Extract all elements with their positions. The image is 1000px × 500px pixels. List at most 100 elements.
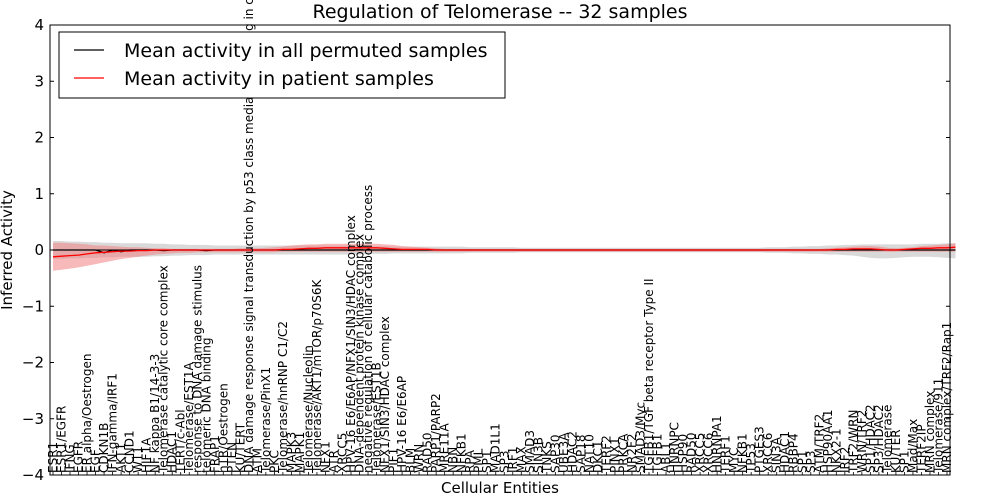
x-tick-label: SP3 (804, 451, 818, 474)
x-tick-label: SP1 (897, 451, 911, 474)
x-tick-label: RBBP4 (787, 433, 801, 473)
x-tick-label: HNRNPC (668, 422, 682, 473)
x-tick-label: HDAC1 (165, 431, 179, 473)
y-tick-label: 4 (34, 16, 44, 34)
x-tick-label: NKX2-1 (829, 428, 843, 473)
x-tick-label: Telomerase/AKT1/mTOR/p70S6K (310, 278, 324, 474)
y-tick-label: −3 (22, 410, 44, 428)
x-tick-label: XRCC5 (336, 433, 350, 473)
x-tick-label: PRKCA (617, 433, 631, 473)
x-tick-label: SP1 (480, 451, 494, 474)
x-tick-label: ER alpha/Oestrogen (80, 354, 94, 473)
x-tick-label: MRN complex/TRF2/Rap1 (940, 322, 954, 473)
x-tick-label: HNRNPA1 (710, 415, 724, 473)
x-tick-label: NFKB1 (736, 433, 750, 473)
x-tick-label: MAD1L1 (489, 423, 503, 473)
x-tick-label: PARP1/PARP2 (429, 393, 443, 473)
x-tick-label: HSP90 (676, 434, 690, 473)
x-tick-label: PTEN (225, 442, 239, 473)
x-tick-label: BLM (404, 448, 418, 473)
x-tick-label: DNA-dependent protein kinase complex (353, 234, 367, 473)
x-tick-label: IRF1 (506, 447, 520, 473)
y-tick-label: 3 (34, 72, 44, 90)
x-tick-label: XRCC6 (702, 433, 716, 473)
chart-title: Regulation of Telomerase -- 32 samples (312, 1, 687, 23)
x-tick-label: Telomerase catalytic core complex (157, 265, 171, 474)
x-tick-label: TNKS (540, 441, 554, 474)
x-tick-label: ESR1 (46, 442, 60, 473)
x-tick-label: UBE3A (557, 432, 571, 473)
x-tick-label: RAD50 (685, 432, 699, 473)
x-tick-label: SP3/HDAC2 (872, 404, 886, 473)
legend: Mean activity in all permuted samples Me… (58, 31, 506, 99)
x-tick-label: MAPK3 (284, 432, 298, 473)
x-tick-label: AKT1 (114, 443, 128, 473)
x-tick-label: HPV-16 E6/E6AP (395, 376, 409, 473)
x-tick-label: RAD50 (421, 432, 435, 473)
x-tick-label: IFNG (63, 444, 77, 473)
x-tick-label: MAPK1 (293, 432, 307, 473)
x-tick-label: IFN-gamma/IRF1 (106, 373, 120, 473)
x-tick-label: IRF2 (838, 447, 852, 473)
x-tick-label: TERT/c-Abl (174, 409, 188, 474)
x-tick-label: SIN3B (531, 437, 545, 473)
x-tick-label: ABL1 (659, 442, 673, 473)
y-tick-label: 0 (34, 241, 44, 259)
x-tick-label: HDAC2 (565, 431, 579, 473)
x-tick-label: XRCC6 (761, 433, 775, 473)
x-tick-label: MRE11A (438, 422, 452, 473)
x-tick-label: SIN3A (770, 436, 784, 473)
x-tick-label: NAT10 (582, 434, 596, 473)
x-tick-label: telomeric DNA binding (199, 338, 213, 474)
x-tick-label: Telomerase/hnRNP C1/C2 (276, 321, 290, 474)
x-tick-label: RPA (463, 449, 477, 473)
legend-box (58, 31, 506, 99)
x-tick-label: Telomerase/EST1A (182, 361, 196, 474)
y-tick-label: −2 (22, 354, 44, 372)
x-tick-label: NF kappa B1/14-3-3 (148, 354, 162, 473)
x-tick-label: FRAP1 (208, 435, 222, 473)
x-tick-label: KU/TER (889, 429, 903, 473)
x-tick-label: KU/TERT (233, 422, 247, 473)
x-tick-label: negative regulation of cellular cataboli… (361, 185, 375, 473)
x-tick-label: PTGES3 (753, 426, 767, 473)
x-tick-label: NBN (446, 447, 460, 473)
x-tick-label: HPV-16 E6/E6AP/NFX1/SIN3/HDAC complex (344, 215, 358, 473)
x-tick-label: NFKB1 (455, 433, 469, 473)
x-tick-label: NR2F2 (625, 434, 639, 474)
x-tick-label: CCND1 (123, 430, 137, 473)
x-tick-label: PIF1 (387, 448, 401, 473)
x-tick-label: NFX1/SIN3/HDAC complex (378, 316, 392, 473)
x-tick-label: TGFB1/TGF beta receptor Type II (642, 278, 656, 474)
x-tick-label: ATR (327, 450, 341, 473)
x-tick-label: TGFB1 (651, 434, 665, 474)
x-tick-label: PINX1 (608, 437, 622, 473)
x-tick-label: DKC1 (591, 441, 605, 473)
x-tick-label: TP53 (744, 443, 758, 474)
x-tick-label: Mad/Max (906, 419, 920, 473)
x-tick-label: EGFR (72, 441, 86, 473)
x-tick-label: TRF2/WRN (846, 410, 860, 474)
x-tick-label: ESR1/EGFR (55, 406, 69, 473)
x-tick-label: Telomerase (880, 405, 894, 474)
x-tick-label: Telomerase/EST1B (370, 362, 384, 474)
y-tick-label: 1 (34, 185, 44, 203)
x-tick-label: NFX1 (319, 441, 333, 473)
y-axis-label: Inferred Activity (0, 190, 16, 310)
legend-label-patient: Mean activity in patient samples (124, 68, 434, 90)
x-tick-label: hTR/Oestrogen (216, 383, 230, 473)
legend-label-permuted: Mean activity in all permuted samples (124, 40, 487, 62)
series-line-patient (52, 246, 956, 258)
x-tick-label: WT1 (131, 446, 145, 473)
x-tick-label: PKC (267, 450, 281, 473)
y-tick-label: −4 (22, 466, 44, 484)
x-tick-label: TERF2IP (915, 424, 929, 474)
x-tick-label: SP3 (497, 451, 511, 474)
x-tick-label: TERF2 (599, 435, 613, 474)
x-tick-label: DNA damage response signal transduction … (242, 0, 256, 473)
x-tick-label: ATM (250, 448, 264, 473)
x-tick-label: XRCC5 (693, 433, 707, 473)
x-tick-label: response to DNA damage stimulus (191, 265, 205, 473)
x-tick-label: SMAD3/Myc (634, 402, 648, 473)
x-tick-label: MYC (727, 448, 741, 473)
